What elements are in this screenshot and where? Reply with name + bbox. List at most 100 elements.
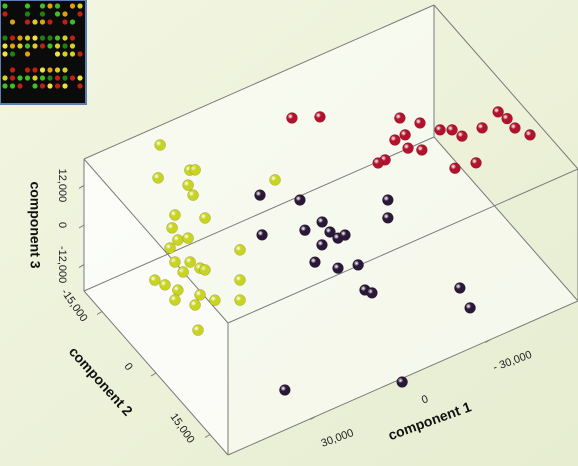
data-point xyxy=(416,145,427,156)
thumbnail-spot xyxy=(47,19,52,24)
thumbnail-spot xyxy=(62,35,67,40)
data-point xyxy=(294,195,305,206)
thumbnail-spot xyxy=(70,3,75,8)
thumbnail-spot xyxy=(25,75,30,80)
thumbnail-spot xyxy=(10,51,15,56)
thumbnail-spot xyxy=(25,11,30,16)
data-point xyxy=(435,124,446,135)
microarray-thumbnail xyxy=(0,0,86,104)
data-point xyxy=(403,143,414,154)
thumbnail-spot xyxy=(47,83,52,88)
thumbnail-spot xyxy=(10,43,15,48)
data-point xyxy=(314,111,325,122)
thumbnail-spot xyxy=(40,11,45,16)
data-point xyxy=(183,233,194,244)
thumbnail-spot xyxy=(70,75,75,80)
thumbnail-spot xyxy=(62,11,67,16)
data-point xyxy=(400,129,411,140)
thumbnail-spot xyxy=(2,75,7,80)
data-point xyxy=(493,106,504,117)
thumbnail-spot xyxy=(40,19,45,24)
thumbnail-spot xyxy=(47,43,52,48)
data-point xyxy=(353,259,364,270)
page: {"chart_data": { "type": "scatter3d", "x… xyxy=(0,0,578,466)
data-point xyxy=(340,230,351,241)
data-point xyxy=(190,164,201,175)
thumbnail-spot xyxy=(70,51,75,56)
thumbnail-spot xyxy=(47,35,52,40)
data-point xyxy=(183,180,194,191)
data-point xyxy=(270,174,281,185)
data-point xyxy=(200,212,211,223)
thumbnail-spot xyxy=(62,19,67,24)
data-point xyxy=(149,275,160,286)
thumbnail-spot xyxy=(17,35,22,40)
data-point xyxy=(170,209,181,220)
data-point xyxy=(309,257,320,268)
data-point xyxy=(317,216,328,227)
data-point xyxy=(169,294,180,305)
thumbnail-spot xyxy=(40,3,45,8)
data-point xyxy=(195,289,206,300)
data-point xyxy=(333,263,344,274)
data-point xyxy=(477,122,488,133)
data-point xyxy=(167,222,178,233)
thumbnail-spot xyxy=(40,35,45,40)
thumbnail-spot xyxy=(25,43,30,48)
thumbnail-spot xyxy=(32,75,37,80)
data-point xyxy=(257,229,268,240)
thumbnail-spot xyxy=(55,11,60,16)
data-point xyxy=(299,225,310,236)
data-point xyxy=(415,118,426,129)
thumbnail-spot xyxy=(77,51,82,56)
data-point xyxy=(286,112,297,123)
data-point xyxy=(172,234,183,245)
thumbnail-spot xyxy=(70,35,75,40)
thumbnail-spot xyxy=(17,75,22,80)
thumbnail-spot xyxy=(55,51,60,56)
data-point xyxy=(153,172,164,183)
thumbnail-spot xyxy=(62,83,67,88)
thumbnail-spot xyxy=(62,43,67,48)
data-point xyxy=(235,274,246,285)
thumbnail-spot xyxy=(10,75,15,80)
data-point xyxy=(178,266,189,277)
thumbnail-spot xyxy=(47,75,52,80)
thumbnail-spot xyxy=(47,3,52,8)
thumbnail-spot xyxy=(2,35,7,40)
thumbnail-spot xyxy=(25,51,30,56)
thumbnail-spot xyxy=(77,75,82,80)
thumbnail-spot xyxy=(55,83,60,88)
thumbnail-spot xyxy=(10,35,15,40)
thumbnail-spot xyxy=(55,3,60,8)
thumbnail-spot xyxy=(10,19,15,24)
data-point xyxy=(394,113,405,124)
thumbnail-spot xyxy=(32,43,37,48)
thumbnail-spot xyxy=(25,19,30,24)
data-point xyxy=(188,190,199,201)
tick-label: 0 xyxy=(56,222,68,228)
thumbnail-spot xyxy=(25,67,30,72)
thumbnail-spot xyxy=(47,67,52,72)
data-point xyxy=(193,325,204,336)
thumbnail-spot xyxy=(55,35,60,40)
data-point xyxy=(235,295,246,306)
thumbnail-spot xyxy=(2,83,7,88)
thumbnail-spot xyxy=(77,11,82,16)
thumbnail-spot xyxy=(40,75,45,80)
thumbnail-spot xyxy=(40,67,45,72)
thumbnail-spot xyxy=(77,83,82,88)
data-point xyxy=(185,256,196,267)
data-point xyxy=(316,239,327,250)
tick-label: -12,000 xyxy=(56,246,68,283)
data-point xyxy=(382,212,393,223)
thumbnail-spot xyxy=(32,83,37,88)
thumbnail-spot xyxy=(32,35,37,40)
data-point xyxy=(255,190,266,201)
thumbnail-spot xyxy=(25,35,30,40)
data-point xyxy=(190,299,201,310)
thumbnail-spot xyxy=(55,67,60,72)
tick-label: 12,000 xyxy=(56,169,68,203)
data-point xyxy=(235,244,246,255)
data-point xyxy=(172,285,183,296)
